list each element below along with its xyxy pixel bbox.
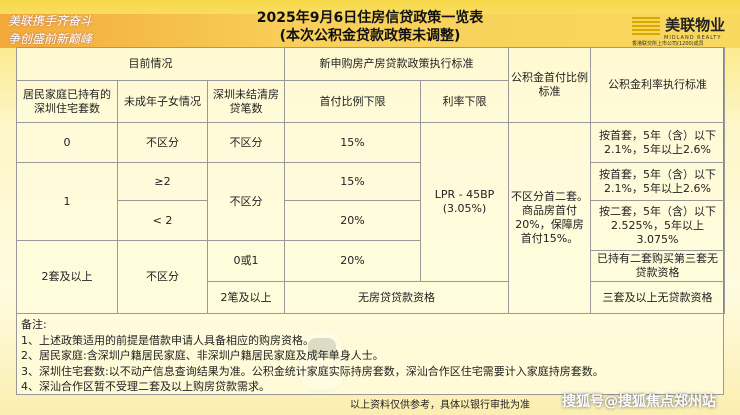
notes-label: 备注:	[21, 318, 47, 331]
cell-down: 20%	[284, 200, 421, 241]
cell-homes: 0	[16, 122, 118, 163]
cell-homes: 2套及以上	[16, 240, 118, 314]
note-item: 3、深圳住宅套数:以不动产信息查询结果为准。公积金统计家庭实际持房套数，深汕合作…	[21, 364, 604, 378]
slogan: 美联携手齐奋斗 争创盛前新巅峰	[8, 12, 92, 48]
cell-down: 无房贷贷款资格	[284, 281, 509, 314]
cell-fund-rate: 按首套，5年（含）以下2.1%，5年以上2.6%	[590, 122, 725, 163]
header-current: 目前情况	[16, 47, 285, 81]
note-item: 2、居民家庭:含深圳户籍居民家庭、非深圳户籍居民家庭及成年单身人士。	[21, 349, 384, 362]
logo-text: 美联物业	[665, 16, 726, 34]
header-homes: 居民家庭已持有的深圳住宅套数	[16, 80, 118, 123]
cell-down: 15%	[284, 122, 421, 163]
cell-loans: 0或1	[207, 240, 285, 282]
cell-fund-down: 不区分首二套。商品房首付20%，保障房首付15%。	[508, 122, 591, 314]
cell-children: 不区分	[117, 122, 208, 163]
note-item: 4、深汕合作区暂不受理二套及以上购房贷款需求。	[21, 380, 270, 393]
notes: 备注: 1、上述政策适用的前提是借款申请人具备相应的购房资格。 2、居民家庭:含…	[16, 313, 724, 395]
cell-loans: 不区分	[207, 122, 285, 163]
page-title: 2025年9月6日住房信贷政策一览表	[256, 10, 484, 26]
cell-children: 不区分	[117, 240, 208, 314]
header-rate-min: 利率下限	[420, 80, 509, 123]
watermark: 搜狐号@搜狐焦点郑州站	[562, 394, 716, 410]
logo-mark-icon	[632, 14, 660, 35]
cell-fund-rate: 按首套，5年（含）以下2.1%，5年以上2.6%	[590, 162, 725, 201]
midland-logo: 美联物业 MIDLAND REALTY 香港联交所上市公司(1200)成员	[632, 14, 732, 47]
note-item: 1、上述政策适用的前提是借款申请人具备相应的购房资格。	[21, 333, 314, 347]
cell-fund-rate: 按二套，5年（含）以下2.525%，5年以上3.075%	[590, 200, 725, 251]
cell-down: 20%	[284, 240, 421, 282]
header-fund-rate: 公积金利率执行标准	[590, 47, 725, 123]
cell-fund-rate: 三套及以上无贷款资格	[590, 281, 725, 314]
slogan-line2: 争创盛前新巅峰	[8, 32, 93, 46]
cell-rate: LPR - 45BP (3.05%)	[420, 122, 509, 282]
footer-disclaimer: 以上资料仅供参考，具体以银行审批为准	[350, 400, 530, 411]
cell-children: ≥2	[117, 162, 208, 201]
cell-fund-rate: 已持有二套购买第三套无贷款资格	[590, 250, 725, 282]
header-down-min: 首付比例下限	[284, 80, 421, 123]
policy-table	[16, 47, 724, 395]
cell-homes: 1	[16, 162, 118, 241]
header-fund-down: 公积金首付比例标准	[508, 47, 591, 123]
cell-children: < 2	[117, 200, 208, 241]
header-children: 未成年子女情况	[117, 80, 208, 123]
cell-loans: 2笔及以上	[207, 281, 285, 314]
cell-down: 15%	[284, 162, 421, 201]
cell-loans: 不区分	[207, 162, 285, 241]
header-new-policy: 新申购房产房贷款政策执行标准	[284, 47, 509, 81]
slogan-line1: 美联携手齐奋斗	[8, 14, 93, 28]
header-banner	[0, 14, 740, 48]
page-subtitle: (本次公积金贷款政策未调整)	[279, 28, 461, 44]
logo-sub: 香港联交所上市公司(1200)成员	[632, 41, 704, 47]
header-loans: 深圳未结清房贷笔数	[207, 80, 285, 123]
logo-en: MIDLAND REALTY	[664, 35, 722, 41]
